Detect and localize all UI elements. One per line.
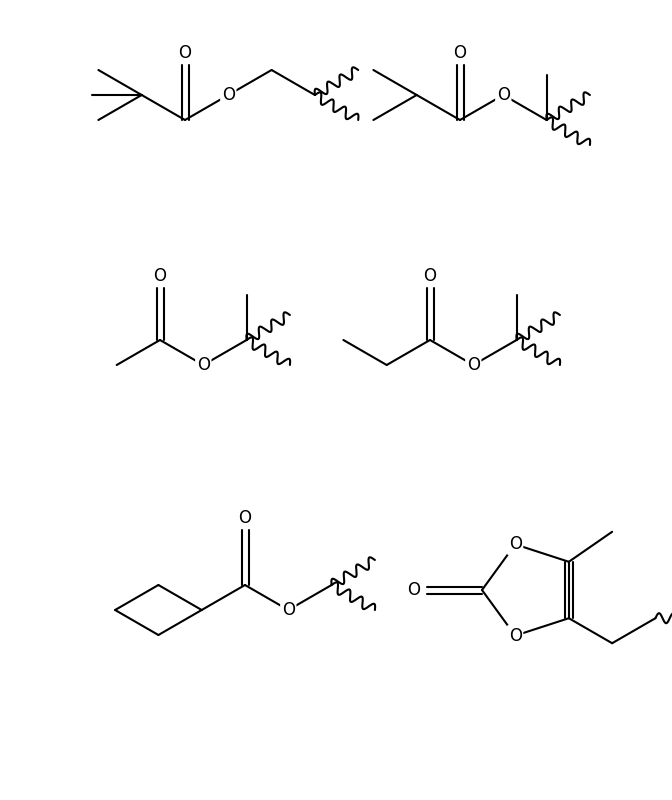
Text: O: O xyxy=(153,267,167,285)
Text: O: O xyxy=(423,267,437,285)
Text: O: O xyxy=(497,86,510,104)
Text: O: O xyxy=(282,601,295,619)
Text: O: O xyxy=(454,44,466,62)
Text: O: O xyxy=(197,356,210,374)
Text: O: O xyxy=(509,626,521,645)
Text: O: O xyxy=(407,581,421,599)
Text: O: O xyxy=(179,44,192,62)
Text: O: O xyxy=(222,86,235,104)
Text: O: O xyxy=(509,535,521,554)
Text: O: O xyxy=(239,509,251,527)
Text: O: O xyxy=(467,356,480,374)
